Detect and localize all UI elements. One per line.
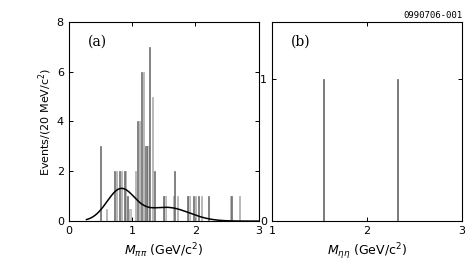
Bar bbox=[397, 79, 398, 221]
Bar bbox=[163, 196, 164, 221]
Bar bbox=[120, 171, 122, 221]
Bar bbox=[231, 196, 232, 221]
Bar bbox=[149, 47, 150, 221]
Bar bbox=[174, 171, 175, 221]
Bar bbox=[201, 196, 202, 221]
Bar bbox=[189, 196, 190, 221]
X-axis label: $M_{\eta\eta}\ \mathrm{(GeV/c^2)}$: $M_{\eta\eta}\ \mathrm{(GeV/c^2)}$ bbox=[327, 242, 407, 262]
Bar bbox=[173, 196, 174, 221]
Bar bbox=[119, 171, 120, 221]
Bar bbox=[143, 72, 144, 221]
Bar bbox=[147, 146, 149, 221]
Bar bbox=[129, 209, 131, 221]
Text: (b): (b) bbox=[291, 35, 311, 49]
Bar bbox=[152, 97, 153, 221]
Bar bbox=[193, 196, 194, 221]
Bar bbox=[187, 196, 188, 221]
Y-axis label: Events/(20 MeV/c$^2$): Events/(20 MeV/c$^2$) bbox=[36, 67, 54, 176]
Bar bbox=[177, 196, 178, 221]
Bar bbox=[141, 72, 142, 221]
Text: (a): (a) bbox=[88, 35, 107, 49]
Bar bbox=[139, 121, 140, 221]
Bar bbox=[114, 171, 115, 221]
Bar bbox=[239, 196, 240, 221]
Bar bbox=[106, 209, 108, 221]
Bar bbox=[322, 79, 324, 221]
Bar bbox=[198, 196, 199, 221]
Bar bbox=[154, 171, 155, 221]
Bar bbox=[229, 196, 231, 221]
Bar bbox=[135, 171, 136, 221]
Text: 0990706-001: 0990706-001 bbox=[403, 11, 462, 20]
Bar bbox=[127, 196, 128, 221]
Bar bbox=[124, 171, 125, 221]
Bar bbox=[125, 171, 127, 221]
Bar bbox=[137, 121, 138, 221]
Bar bbox=[208, 196, 209, 221]
X-axis label: $M_{\pi\pi}\ \mathrm{(GeV/c^2)}$: $M_{\pi\pi}\ \mathrm{(GeV/c^2)}$ bbox=[124, 242, 203, 260]
Bar bbox=[164, 196, 166, 221]
Bar bbox=[100, 146, 101, 221]
Bar bbox=[195, 196, 196, 221]
Bar bbox=[116, 171, 117, 221]
